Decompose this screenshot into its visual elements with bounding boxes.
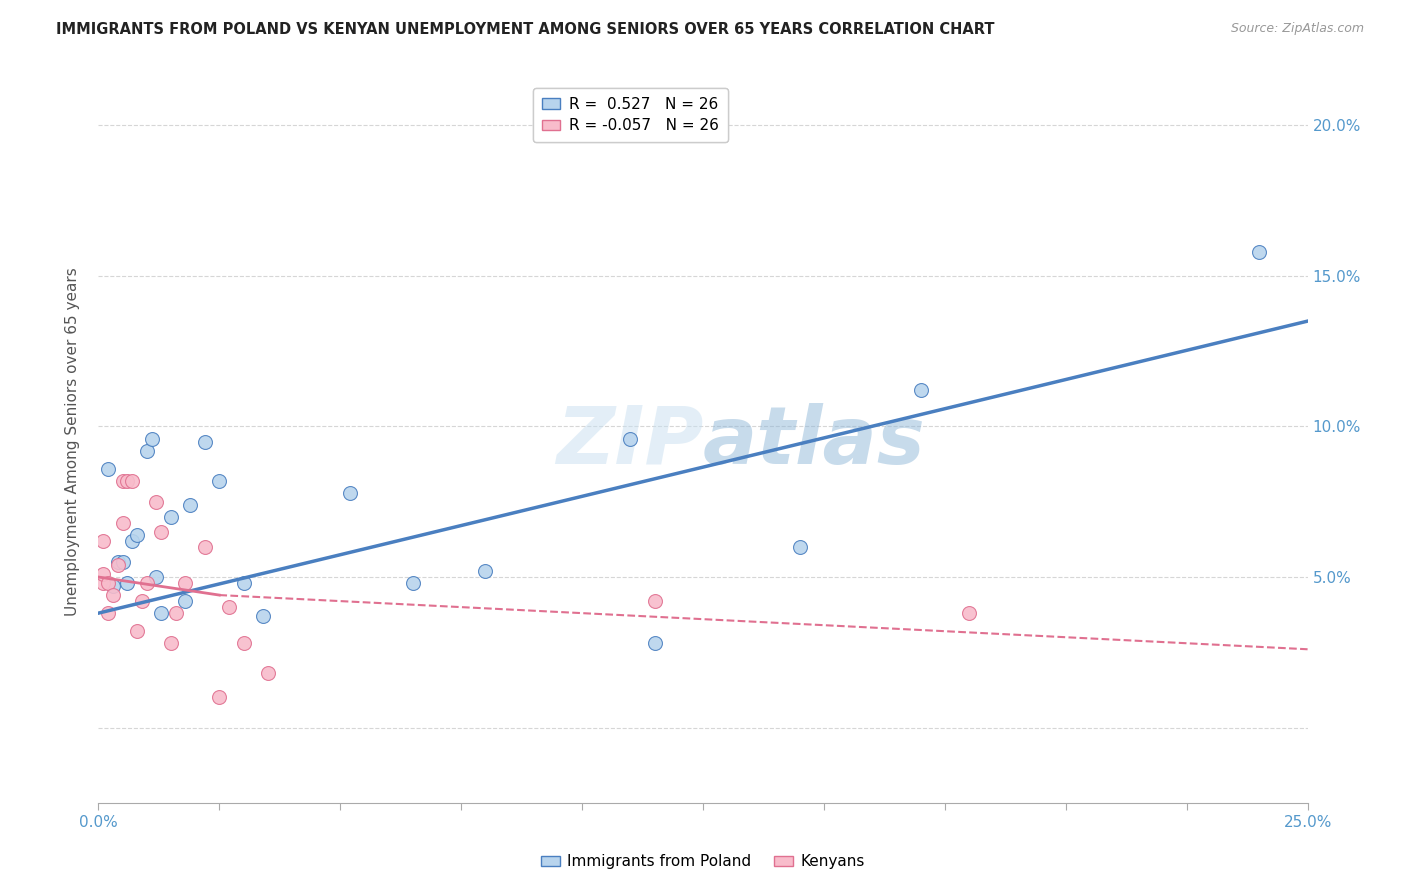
Point (111, 555, 134, 569)
Point (644, 636, 666, 650)
Point (150, 606, 173, 620)
Point (194, 434, 217, 449)
Point (150, 524, 173, 539)
Point (160, 509, 183, 524)
Point (121, 533, 143, 548)
Point (252, 609, 274, 624)
Point (97, 576, 120, 591)
Point (111, 474, 134, 488)
Point (97, 461, 120, 475)
Point (127, 624, 149, 639)
Text: IMMIGRANTS FROM POLAND VS KENYAN UNEMPLOYMENT AMONG SENIORS OVER 65 YEARS CORREL: IMMIGRANTS FROM POLAND VS KENYAN UNEMPLO… (56, 22, 994, 37)
Point (910, 384, 932, 398)
Point (91, 533, 114, 548)
Point (256, 666, 278, 681)
Point (232, 576, 254, 591)
Point (101, 579, 124, 593)
Point (789, 540, 811, 554)
Point (619, 432, 641, 446)
Text: ZIP: ZIP (555, 402, 703, 481)
Point (218, 600, 240, 615)
Point (474, 564, 496, 578)
Point (957, 606, 980, 620)
Point (165, 606, 187, 620)
Point (160, 636, 183, 650)
Point (127, 528, 149, 542)
Y-axis label: Unemployment Among Seniors over 65 years: Unemployment Among Seniors over 65 years (65, 268, 80, 615)
Point (145, 494, 167, 508)
Point (97, 606, 120, 620)
Point (121, 474, 143, 488)
Point (107, 558, 129, 572)
Point (107, 555, 129, 569)
Point (135, 576, 157, 591)
Point (135, 443, 157, 458)
Point (145, 570, 167, 584)
Legend: Immigrants from Poland, Kenyans: Immigrants from Poland, Kenyans (536, 848, 870, 875)
Point (644, 594, 666, 608)
Point (117, 576, 139, 591)
Point (111, 516, 134, 530)
Point (131, 594, 153, 608)
Point (208, 474, 231, 488)
Point (174, 594, 197, 608)
Point (339, 485, 361, 500)
Point (232, 636, 254, 650)
Point (91, 567, 114, 582)
Point (117, 474, 139, 488)
Legend: R =  0.527   N = 26, R = -0.057   N = 26: R = 0.527 N = 26, R = -0.057 N = 26 (533, 88, 728, 143)
Text: Source: ZipAtlas.com: Source: ZipAtlas.com (1230, 22, 1364, 36)
Point (179, 498, 201, 512)
Point (174, 576, 197, 591)
Point (208, 690, 231, 705)
Point (91, 576, 114, 591)
Point (194, 540, 217, 554)
Point (402, 576, 425, 591)
Point (101, 588, 124, 602)
Text: atlas: atlas (703, 402, 925, 481)
Point (1249, 244, 1271, 259)
Point (141, 432, 163, 446)
